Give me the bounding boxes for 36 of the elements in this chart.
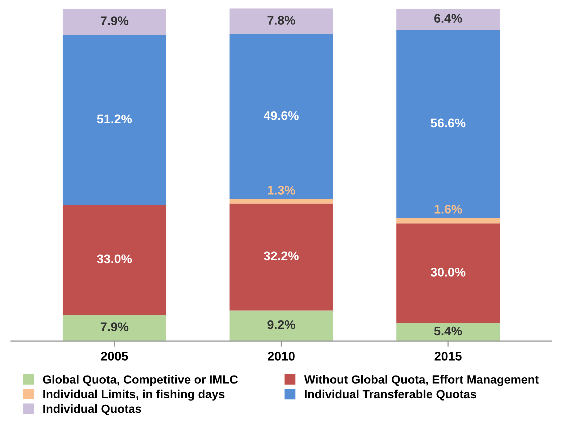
x-tick-label: 2015 [434, 352, 462, 361]
data-label: 1.6% [434, 205, 462, 214]
data-label: 7.9% [100, 16, 129, 26]
data-label: 7.9% [100, 322, 129, 332]
data-label: 9.2% [268, 320, 296, 330]
bar [396, 323, 500, 342]
bar [396, 30, 500, 218]
data-label: 32.2% [264, 252, 299, 261]
bar [230, 34, 334, 200]
data-label: 33.0% [97, 254, 132, 264]
legend-label: Without Global Quota, Effort Management [304, 375, 539, 386]
data-label: 5.4% [434, 326, 462, 336]
bar [62, 315, 166, 342]
bar [62, 35, 166, 206]
data-label: 51.2% [97, 114, 132, 124]
legend-label: Individual Limits, in fishing days [44, 390, 225, 401]
legend-label: Global Quota, Competitive or IMLC [43, 375, 238, 386]
data-label: 7.8% [268, 16, 296, 25]
bar [230, 8, 334, 35]
bar [62, 8, 166, 36]
legend-label: Individual Transferable Quotas [305, 390, 476, 401]
data-label: 49.6% [264, 111, 299, 120]
x-tick-label: 2005 [101, 352, 128, 361]
bar [230, 310, 334, 342]
bar [62, 205, 166, 316]
bar [230, 199, 334, 204]
data-label: 30.0% [430, 268, 466, 277]
bar [396, 8, 500, 30]
data-label: 6.4% [434, 14, 462, 23]
data-label: 56.6% [430, 118, 466, 128]
bar [230, 204, 334, 311]
legend-label: Individual Quotas [44, 404, 142, 416]
bar [396, 224, 500, 324]
x-tick-label: 2010 [268, 352, 295, 361]
bar [396, 218, 500, 224]
data-label: 1.3% [268, 186, 296, 195]
